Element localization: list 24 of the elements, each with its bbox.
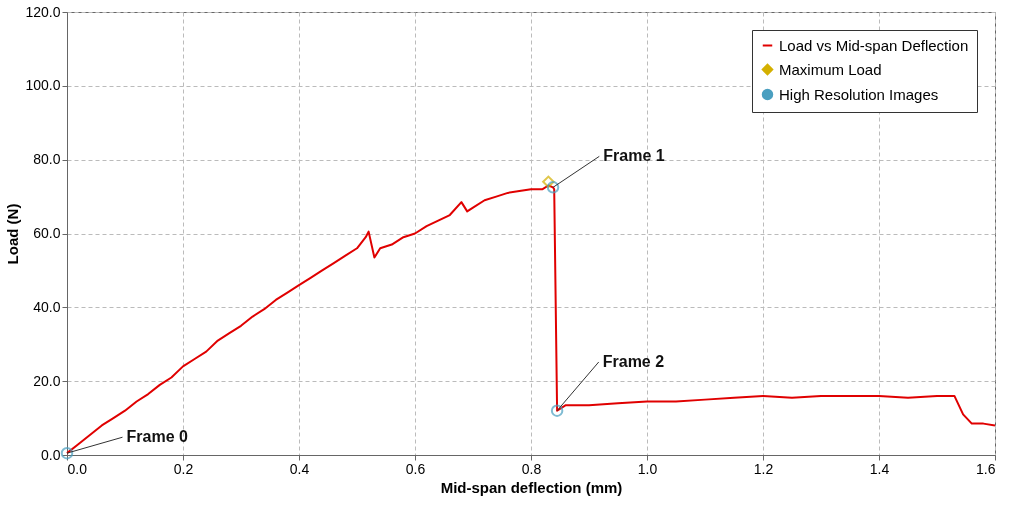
y-axis-title: Load (N) [4, 203, 22, 265]
x-axis-title: Mid-span deflection (mm) [440, 478, 623, 496]
x-tick-label: 0.0 [67, 460, 88, 477]
x-tick-label: 1.4 [869, 460, 890, 477]
y-tick-label: 20.0 [33, 372, 61, 389]
x-tick-label: 0.8 [521, 460, 542, 477]
y-tick-label: 100.0 [25, 77, 61, 94]
x-tick-label: 0.4 [289, 460, 310, 477]
y-tick-label: 40.0 [33, 298, 61, 315]
x-tick-label: 1.6 [976, 460, 996, 477]
legend-label: Load vs Mid-span Deflection [779, 36, 969, 54]
x-tick-label: 0.2 [173, 460, 194, 477]
annotation: Frame 1 [603, 147, 665, 165]
x-tick-label: 1.0 [637, 460, 658, 477]
y-tick-label: 80.0 [33, 151, 61, 168]
legend-label: High Resolution Images [779, 85, 939, 103]
annotation: Frame 0 [126, 428, 188, 446]
x-tick-label: 1.2 [753, 460, 774, 477]
y-tick-label: 0.0 [41, 446, 61, 463]
legend-label: Maximum Load [779, 60, 882, 78]
y-tick-label: 120.0 [25, 3, 61, 20]
annotation: Frame 2 [602, 352, 665, 370]
x-tick-label: 0.6 [405, 460, 426, 477]
y-tick-label: 60.0 [33, 225, 61, 241]
